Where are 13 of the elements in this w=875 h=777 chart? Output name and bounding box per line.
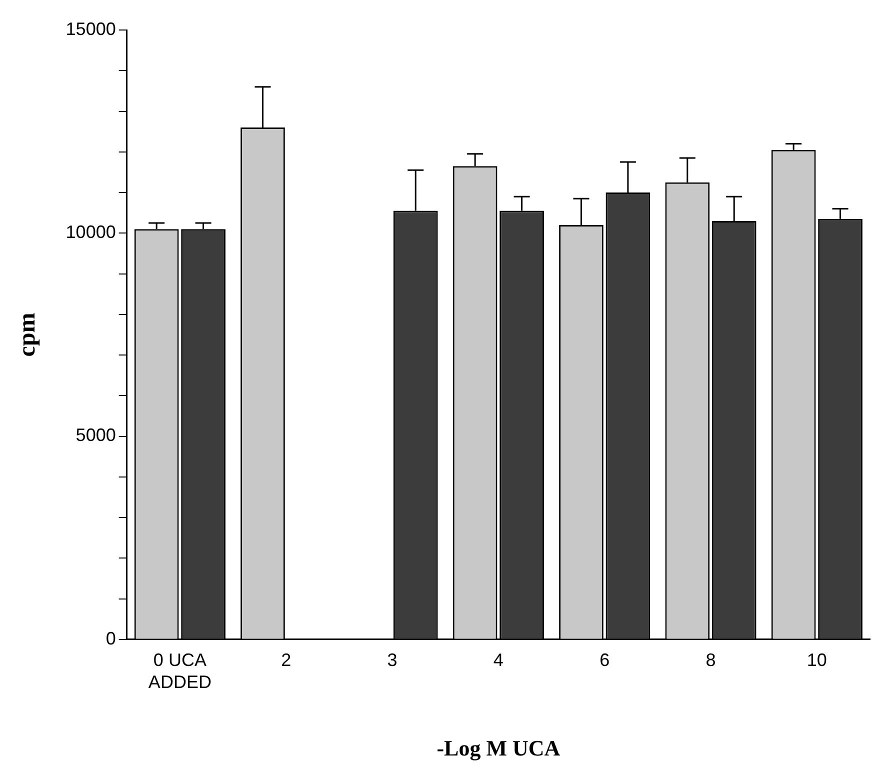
x-tick-label: 8 (706, 650, 716, 670)
x-tick-label: 2 (281, 650, 292, 670)
y-axis-title: cpm (14, 312, 41, 357)
y-tick-label: 15000 (66, 18, 116, 39)
x-tick-label: 0 UCA ADDED (148, 650, 212, 692)
y-tick-label: 10000 (66, 222, 116, 242)
x-tick-label: 3 (387, 650, 398, 670)
x-axis-title: -Log M UCA (436, 735, 560, 760)
x-tick-label: 10 (806, 650, 827, 670)
y-tick-label: 0 (106, 628, 116, 648)
y-tick-label: 5000 (76, 425, 116, 446)
x-tick-label: 4 (493, 650, 504, 670)
x-tick-label: 6 (600, 650, 610, 670)
